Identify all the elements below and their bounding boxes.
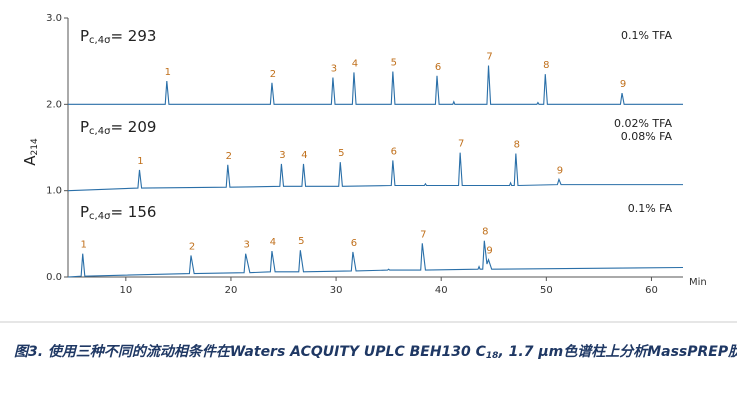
- peak-label: 8: [543, 60, 549, 71]
- x-tick-label: 40: [435, 285, 448, 296]
- peak-label: 6: [435, 62, 441, 73]
- peak-label: 9: [486, 246, 492, 257]
- peak-label: 5: [391, 58, 397, 69]
- series-name: 0.1% TFA: [621, 29, 672, 42]
- pc-value: = 293: [110, 27, 156, 45]
- y-axis-label: A214: [21, 138, 40, 166]
- peak-label: 7: [420, 229, 426, 240]
- peak-capacity: Pc,4σ= 156: [80, 203, 156, 223]
- peak-label: 2: [270, 69, 276, 80]
- x-tick-label: 30: [330, 285, 343, 296]
- peak-label: 3: [279, 150, 285, 161]
- peak-label: 1: [165, 67, 171, 78]
- pc-symbol: P: [80, 203, 89, 221]
- peak-label: 3: [331, 64, 337, 75]
- x-tick-label: 50: [540, 285, 553, 296]
- caption-sub: 18: [486, 351, 499, 361]
- trace: [68, 65, 683, 105]
- pc-symbol: P: [80, 27, 89, 45]
- trace: [67, 240, 684, 278]
- y-tick-label: 2.0: [46, 99, 62, 110]
- pc-sub: c,4σ: [89, 211, 111, 222]
- peak-label: 4: [270, 237, 276, 248]
- series-name: 0.1% FA: [628, 202, 673, 215]
- series-name: 0.08% FA: [621, 130, 673, 143]
- y-tick-label: 3.0: [46, 13, 62, 24]
- series-name: 0.02% TFA: [614, 117, 672, 130]
- peak-label: 6: [391, 146, 397, 157]
- peak-label: 2: [226, 151, 232, 162]
- pc-symbol: P: [80, 118, 89, 136]
- x-tick-label: 20: [225, 285, 238, 296]
- peak-label: 6: [351, 238, 357, 249]
- peak-label: 3: [243, 240, 249, 251]
- peak-label: 5: [338, 148, 344, 159]
- x-tick-label: 10: [119, 285, 132, 296]
- peak-label: 9: [557, 165, 563, 176]
- peak-label: 8: [482, 227, 488, 238]
- x-axis-label: Min: [689, 277, 707, 288]
- caption-b: , 1.7 µm色谱柱上分析MassPREP肽混合物。: [497, 343, 737, 360]
- peak-label: 7: [486, 51, 492, 62]
- pc-value: = 156: [110, 203, 156, 221]
- peak-label: 1: [137, 156, 143, 167]
- pc-value: = 209: [110, 118, 156, 136]
- peak-capacity: Pc,4σ= 209: [80, 118, 156, 138]
- caption-a: 图3. 使用三种不同的流动相条件在Waters ACQUITY UPLC BEH…: [14, 343, 487, 360]
- peak-label: 7: [458, 139, 464, 150]
- peak-label: 1: [81, 240, 87, 251]
- y-tick-label: 0.0: [46, 272, 62, 283]
- peak-label: 2: [189, 241, 195, 252]
- peak-label: 8: [514, 140, 520, 151]
- peak-label: 5: [298, 236, 304, 247]
- y-tick-label: 1.0: [46, 186, 62, 197]
- pc-sub: c,4σ: [89, 126, 111, 137]
- peak-label: 4: [352, 58, 358, 69]
- y-label-sub: 214: [30, 138, 40, 155]
- y-label-main: A: [21, 155, 39, 166]
- peak-label: 9: [620, 79, 626, 90]
- pc-sub: c,4σ: [89, 35, 111, 46]
- trace: [67, 152, 683, 192]
- caption: 图3. 使用三种不同的流动相条件在Waters ACQUITY UPLC BEH…: [14, 343, 737, 361]
- peak-capacity: Pc,4σ= 293: [80, 27, 156, 47]
- peak-label: 4: [301, 150, 307, 161]
- x-tick-label: 60: [645, 285, 658, 296]
